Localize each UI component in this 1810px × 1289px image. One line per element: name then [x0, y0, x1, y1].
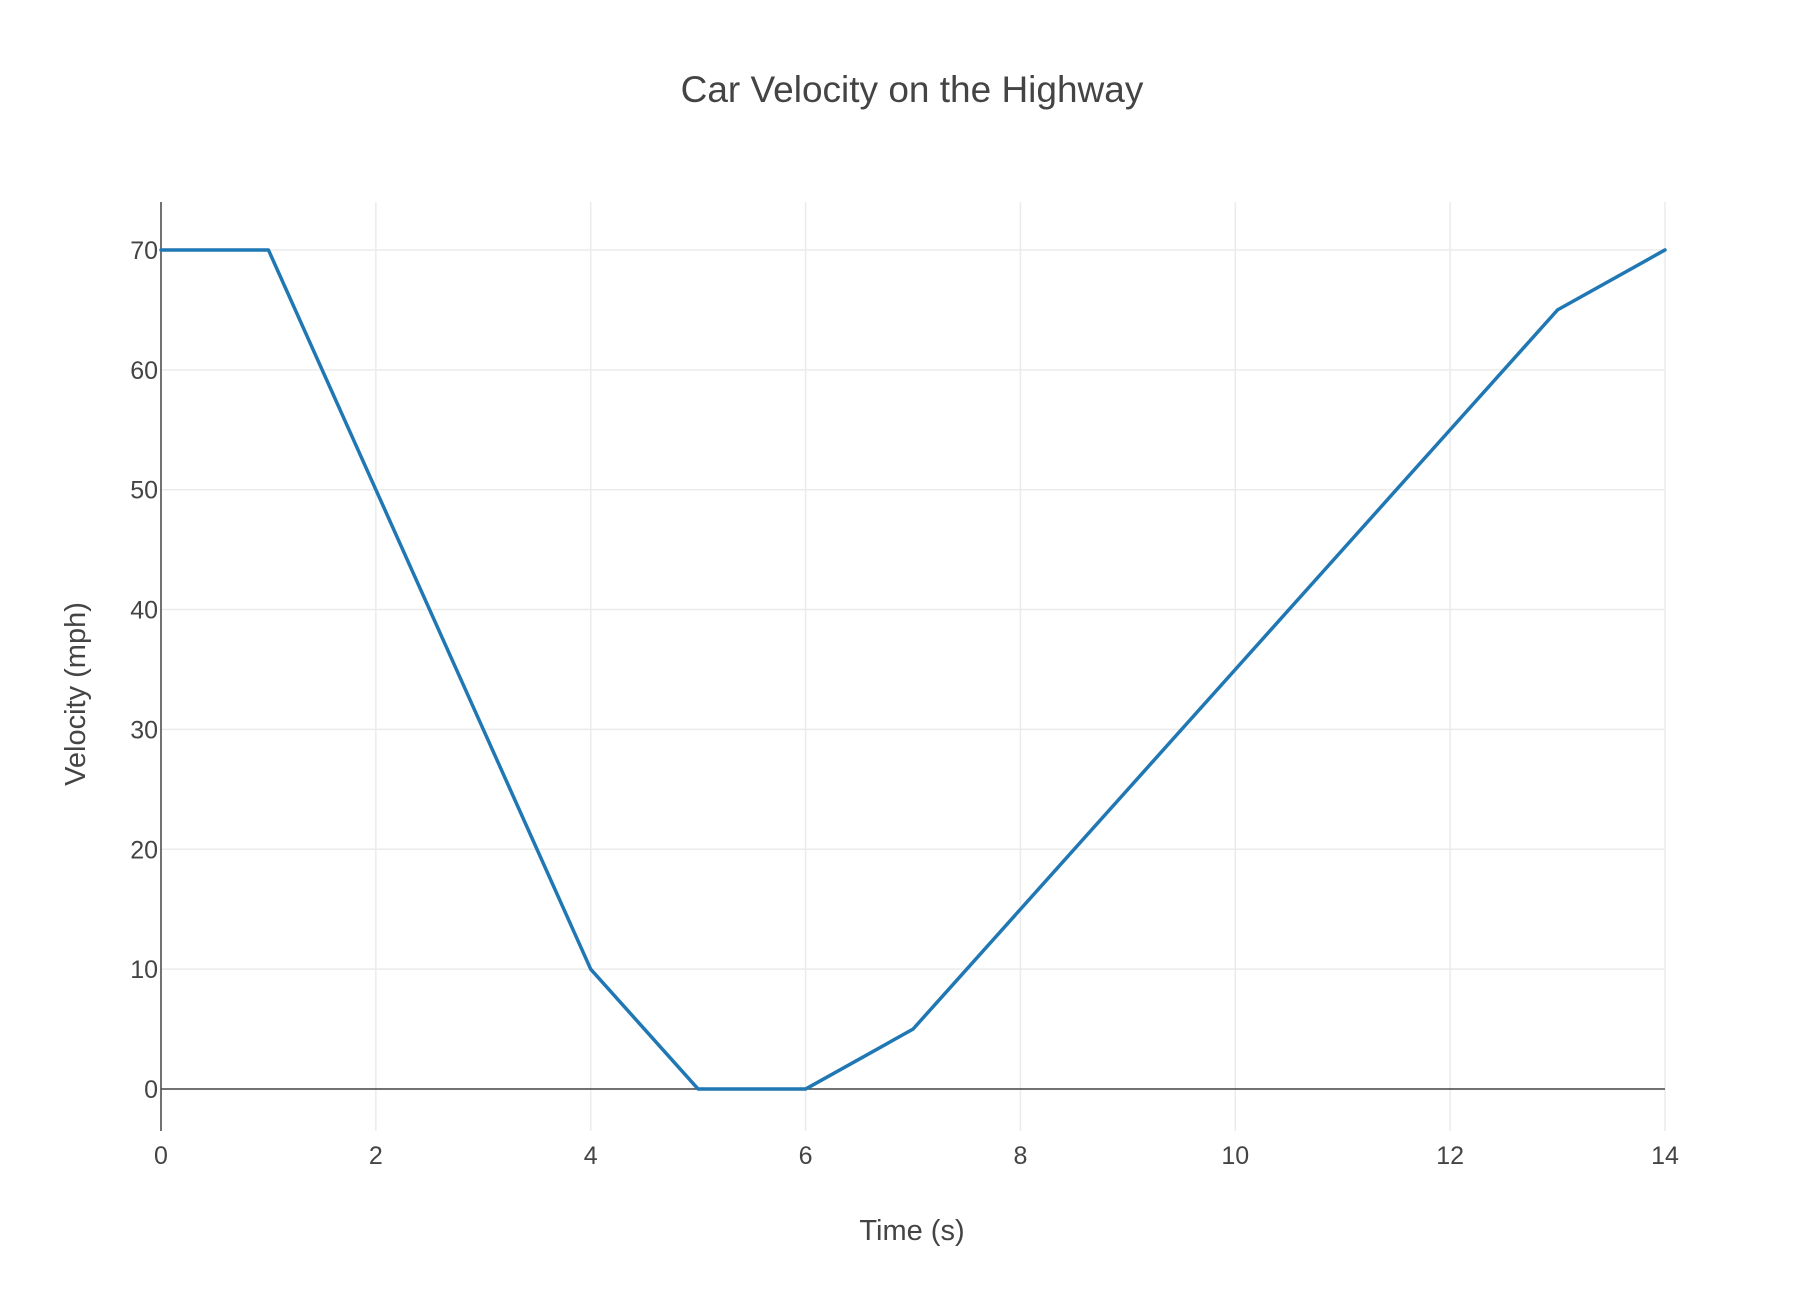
velocity-series-line — [159, 248, 1667, 1091]
grid — [161, 202, 1666, 1131]
y-tick-label: 70 — [130, 237, 158, 265]
y-tick-label: 0 — [144, 1076, 158, 1104]
y-tick-label: 50 — [130, 477, 158, 505]
y-tick-label: 60 — [130, 357, 158, 385]
x-tick-label: 8 — [1013, 1142, 1027, 1170]
tick-labels: 0 2 4 6 8 10 12 14 0 10 20 30 40 50 60 70 — [130, 237, 1679, 1170]
x-tick-label: 0 — [154, 1142, 168, 1170]
series-layer — [159, 248, 1667, 1091]
x-tick-label: 6 — [799, 1142, 813, 1170]
y-tick-label: 30 — [130, 716, 158, 744]
y-axis-title: Velocity (mph) — [60, 602, 92, 786]
x-axis-title: Time (s) — [859, 1215, 964, 1247]
y-tick-label: 40 — [130, 597, 158, 625]
x-tick-label: 14 — [1651, 1142, 1679, 1170]
x-tick-label: 4 — [584, 1142, 598, 1170]
x-tick-label: 10 — [1221, 1142, 1249, 1170]
x-tick-label: 12 — [1436, 1142, 1464, 1170]
chart-title: Car Velocity on the Highway — [681, 69, 1144, 110]
y-tick-label: 10 — [130, 956, 158, 984]
y-tick-label: 20 — [130, 836, 158, 864]
axes — [160, 202, 1665, 1131]
x-tick-label: 2 — [369, 1142, 383, 1170]
